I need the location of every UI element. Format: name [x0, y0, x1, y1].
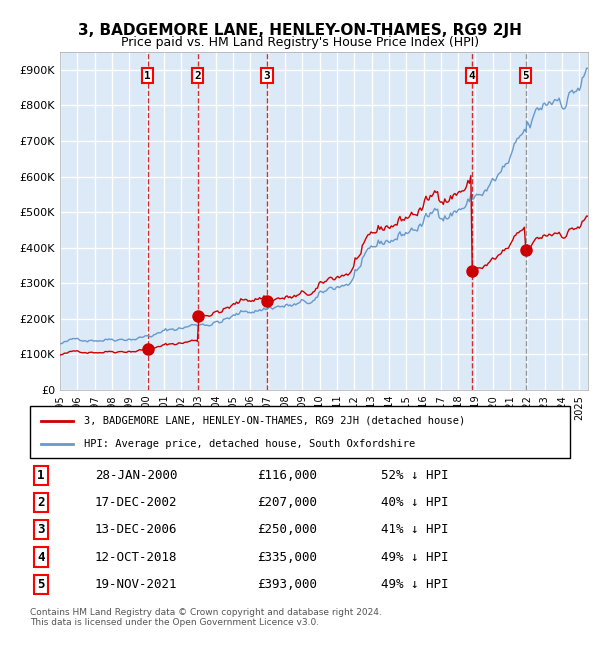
Text: £250,000: £250,000 [257, 523, 317, 536]
Text: 17-DEC-2002: 17-DEC-2002 [95, 496, 178, 509]
Text: 49% ↓ HPI: 49% ↓ HPI [381, 578, 449, 591]
Text: 3, BADGEMORE LANE, HENLEY-ON-THAMES, RG9 2JH: 3, BADGEMORE LANE, HENLEY-ON-THAMES, RG9… [78, 23, 522, 38]
Text: 5: 5 [522, 71, 529, 81]
Text: 41% ↓ HPI: 41% ↓ HPI [381, 523, 449, 536]
Text: HPI: Average price, detached house, South Oxfordshire: HPI: Average price, detached house, Sout… [84, 439, 415, 448]
Text: £393,000: £393,000 [257, 578, 317, 591]
Text: £207,000: £207,000 [257, 496, 317, 509]
Text: 5: 5 [37, 578, 44, 591]
Text: Contains HM Land Registry data © Crown copyright and database right 2024.
This d: Contains HM Land Registry data © Crown c… [30, 608, 382, 627]
Text: 28-JAN-2000: 28-JAN-2000 [95, 469, 178, 482]
FancyBboxPatch shape [30, 406, 570, 458]
Text: 19-NOV-2021: 19-NOV-2021 [95, 578, 178, 591]
Text: 1: 1 [145, 71, 151, 81]
Text: £116,000: £116,000 [257, 469, 317, 482]
Text: Price paid vs. HM Land Registry's House Price Index (HPI): Price paid vs. HM Land Registry's House … [121, 36, 479, 49]
Text: 49% ↓ HPI: 49% ↓ HPI [381, 551, 449, 564]
Text: 13-DEC-2006: 13-DEC-2006 [95, 523, 178, 536]
Text: 1: 1 [37, 469, 44, 482]
Text: 3: 3 [37, 523, 44, 536]
Text: 2: 2 [37, 496, 44, 509]
Text: 40% ↓ HPI: 40% ↓ HPI [381, 496, 449, 509]
Text: 52% ↓ HPI: 52% ↓ HPI [381, 469, 449, 482]
Text: 3, BADGEMORE LANE, HENLEY-ON-THAMES, RG9 2JH (detached house): 3, BADGEMORE LANE, HENLEY-ON-THAMES, RG9… [84, 416, 465, 426]
Text: 3: 3 [263, 71, 271, 81]
Text: 4: 4 [469, 71, 475, 81]
Text: 4: 4 [37, 551, 44, 564]
Text: 12-OCT-2018: 12-OCT-2018 [95, 551, 178, 564]
Text: £335,000: £335,000 [257, 551, 317, 564]
Text: 2: 2 [194, 71, 201, 81]
